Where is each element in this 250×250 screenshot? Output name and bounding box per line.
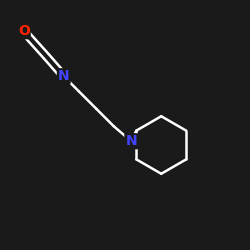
Text: N: N — [126, 134, 137, 148]
Text: O: O — [18, 24, 30, 38]
Text: N: N — [58, 69, 70, 83]
